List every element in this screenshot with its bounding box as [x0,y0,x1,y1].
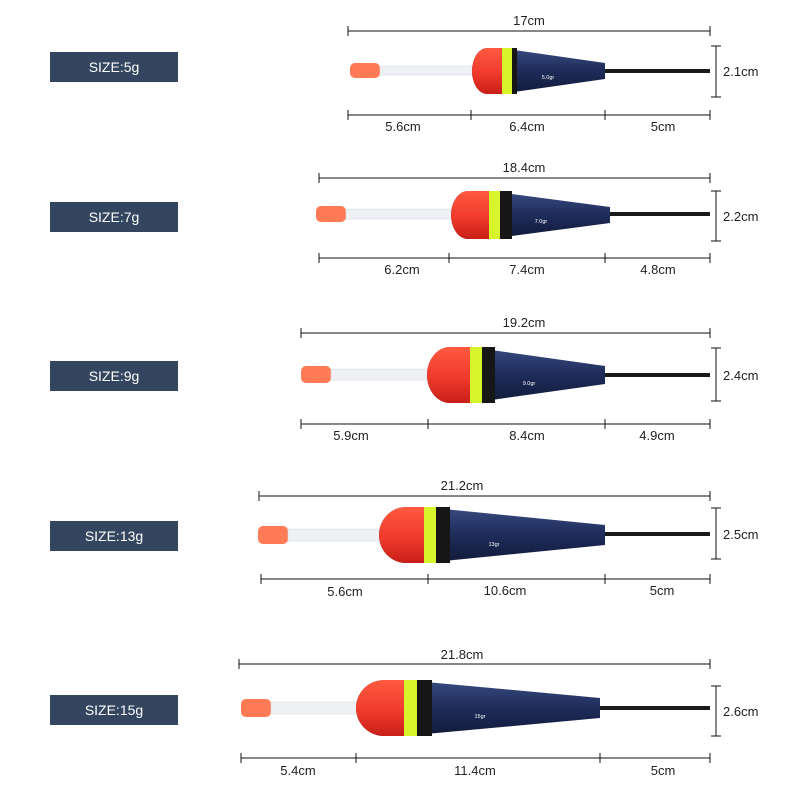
size-label-5g: SIZE:5g [50,52,178,82]
float-antenna [270,701,362,715]
float-stem [600,706,710,710]
float-stem [605,373,710,377]
float-weight-mark: 7.0gr [535,219,548,225]
float-tip [301,366,331,383]
body-length: 8.4cm [509,428,544,443]
float-7g: 18.4cm 7.0gr 2.2cm 6.2cm 7.4cm 4.8cm [316,160,758,277]
antenna-length: 5.4cm [280,763,315,778]
float-weight-mark: 15gr [474,714,485,720]
size-label-15g: SIZE:15g [50,695,178,725]
size-label-13g: SIZE:13g [50,521,178,551]
body-length: 10.6cm [484,583,527,598]
size-label-9g: SIZE:9g [50,361,178,391]
float-weight-mark: 13gr [488,542,499,548]
float-antenna [379,65,473,76]
float-5g: 17cm 5.0gr 2.1cm 5.6cm 6.4cm 5cm [347,13,758,134]
total-length: 21.8cm [441,647,484,662]
float-15g: 21.8cm 15gr 2.6cm 5.4cm 11.4cm 5cm [238,647,758,778]
antenna-length: 6.2cm [384,262,419,277]
stem-length: 5cm [650,583,675,598]
height-dimension: 2.6cm [723,704,758,719]
total-length: 19.2cm [503,315,546,330]
float-antenna [330,368,430,381]
float-tip [258,526,288,544]
height-dimension: 2.4cm [723,368,758,383]
float-antenna [345,208,455,220]
height-dimension: 2.1cm [723,64,758,79]
antenna-length: 5.6cm [385,119,420,134]
float-9g: 19.2cm 9.0gr 2.4cm 5.9cm 8.4cm 4.9cm [300,315,758,443]
float-stem [610,212,710,216]
float-weight-mark: 9.0gr [523,381,536,387]
float-tip [241,699,271,717]
body-length: 7.4cm [509,262,544,277]
size-label-7g: SIZE:7g [50,202,178,232]
body-length: 6.4cm [509,119,544,134]
float-stem [605,532,710,536]
height-dimension: 2.2cm [723,209,758,224]
antenna-length: 5.9cm [333,428,368,443]
stem-length: 5cm [651,119,676,134]
stem-length: 5cm [651,763,676,778]
antenna-length: 5.6cm [327,584,362,599]
height-dimension: 2.5cm [723,527,758,542]
total-length: 21.2cm [441,478,484,493]
float-tip [350,63,380,78]
total-length: 18.4cm [503,160,546,175]
total-length: 17cm [513,13,545,28]
stem-length: 4.9cm [639,428,674,443]
float-stem [605,69,710,73]
body-length: 11.4cm [454,763,496,778]
float-weight-mark: 5.0gr [542,75,555,81]
float-13g: 21.2cm 13gr 2.5cm 5.6cm 10.6cm 5cm [258,478,758,599]
stem-length: 4.8cm [640,262,675,277]
float-antenna [287,528,391,542]
float-tip [316,206,346,222]
